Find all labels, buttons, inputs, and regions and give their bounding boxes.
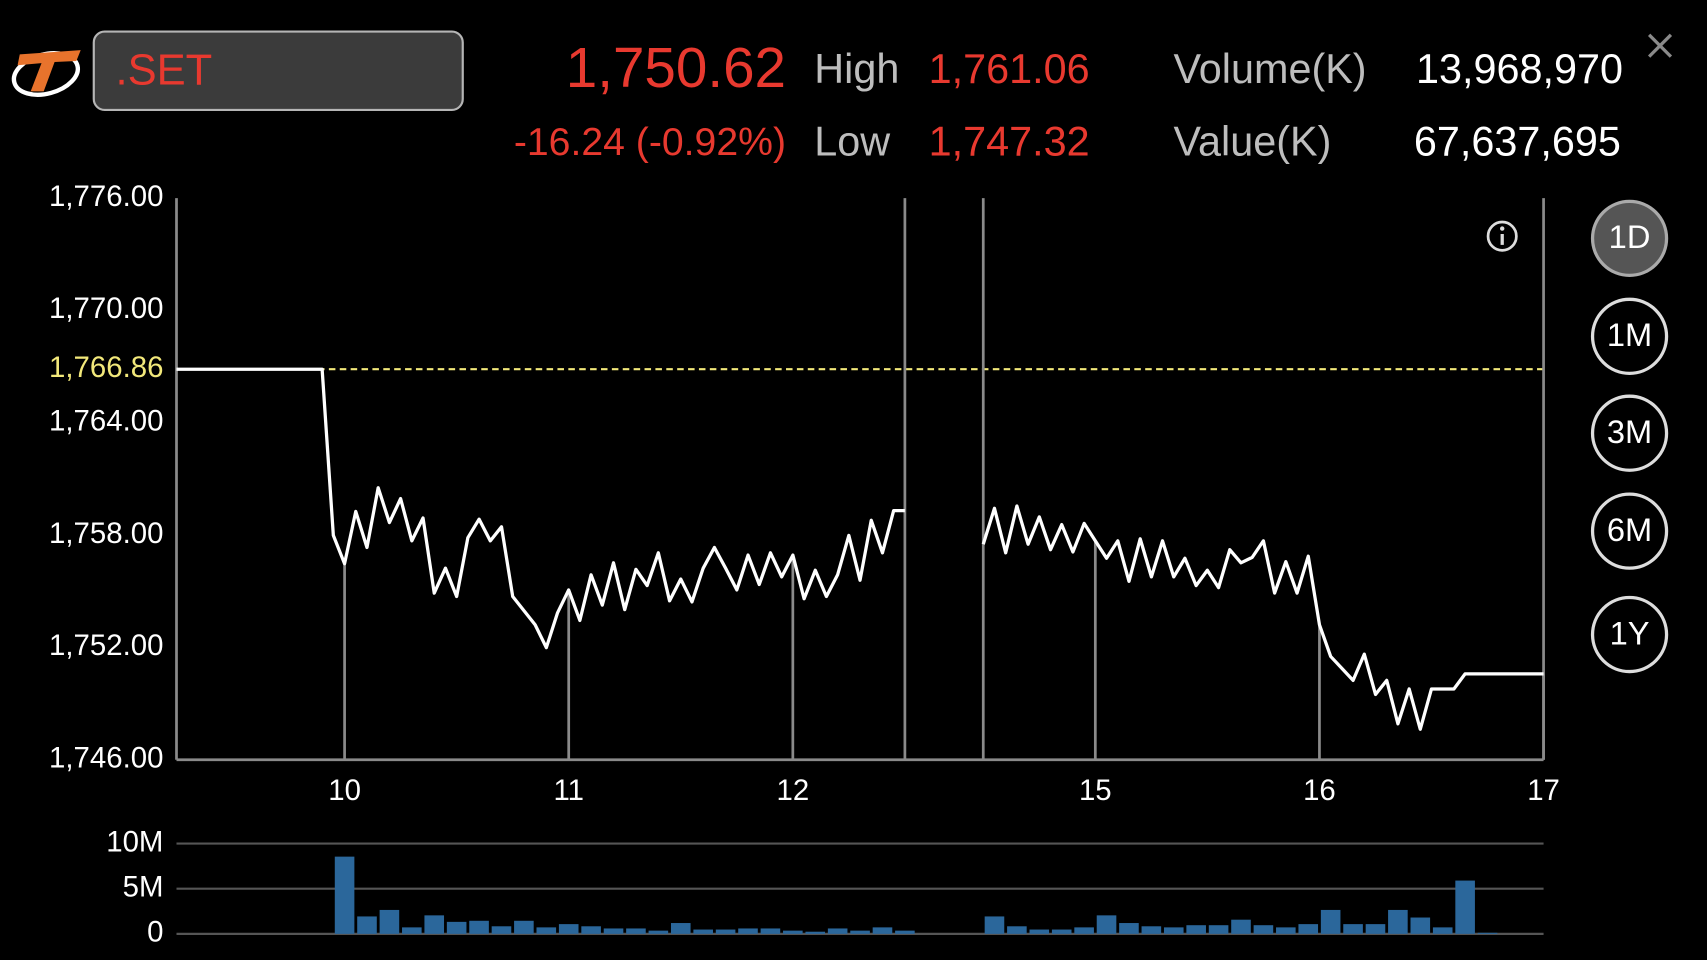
x-tick-label: 11	[553, 774, 583, 807]
volume-bar	[827, 928, 848, 934]
y-tick-label: 10M	[106, 825, 163, 858]
volume-bar	[603, 928, 624, 934]
y-tick-label: 5M	[123, 870, 164, 903]
ticker[interactable]: .SET	[116, 46, 213, 94]
volume-bar	[1276, 927, 1296, 934]
volume-bar	[715, 929, 736, 934]
y-tick-label: 1,770.00	[49, 292, 163, 325]
period-label[interactable]: 1Y	[1610, 614, 1650, 651]
period-button[interactable]	[1590, 199, 1669, 278]
volume-bar	[491, 926, 512, 934]
volume-bar	[1141, 926, 1162, 934]
volume-bar	[581, 926, 601, 934]
volume-bar	[1074, 927, 1094, 934]
close-button[interactable]	[1647, 33, 1673, 58]
period-button[interactable]	[1590, 492, 1669, 570]
volume-bar	[469, 920, 489, 934]
volume-bar	[805, 931, 826, 934]
volume-bar	[1365, 924, 1386, 934]
volume-bar	[1455, 880, 1475, 934]
period-label[interactable]: 3M	[1607, 413, 1652, 450]
logo	[11, 50, 81, 97]
volume-bar	[1163, 927, 1184, 934]
period-label[interactable]: 1D	[1609, 218, 1651, 255]
volume-bar	[1186, 925, 1206, 934]
period-selector: 1D 1M 3M 6M 1Y	[1590, 199, 1669, 674]
volume-bar	[1231, 919, 1251, 934]
period-button[interactable]	[1590, 297, 1669, 375]
last-price: 1,750.62	[566, 36, 786, 99]
info-icon[interactable]	[1486, 220, 1518, 252]
volume-bar	[536, 927, 557, 934]
volume-bar	[558, 924, 579, 934]
high-value: 1,761.06	[929, 46, 1090, 92]
volume-bar	[984, 916, 1005, 934]
volume-bar	[1253, 925, 1274, 934]
x-tick-label: 15	[1079, 774, 1112, 807]
volume-bar	[334, 856, 355, 934]
volume-bar	[670, 923, 691, 934]
volume-bar	[1477, 932, 1498, 934]
volume-bar	[1208, 925, 1229, 934]
period-button[interactable]	[1590, 595, 1669, 674]
plot: 1,746.00 1,752.00 1,758.00 1,764.00 1,770.00…	[49, 180, 1560, 949]
ticker-box[interactable]	[92, 30, 464, 112]
volume-bar	[626, 928, 646, 934]
volume-bar	[783, 930, 803, 934]
volume-value: 13,968,970	[1416, 46, 1623, 92]
volume-bar	[514, 920, 534, 934]
volume-bar	[1388, 909, 1408, 934]
price-line	[176, 367, 1544, 731]
period-label[interactable]: 1M	[1607, 316, 1652, 353]
y-tick-label: 0	[147, 916, 163, 949]
value-value: 67,637,695	[1414, 119, 1621, 165]
volume-bar	[357, 916, 377, 934]
period-button[interactable]	[1590, 394, 1669, 472]
period-label[interactable]: 6M	[1607, 511, 1652, 548]
volume-bar	[1029, 929, 1050, 934]
y-tick-label: 1,752.00	[49, 629, 163, 662]
volume-bar	[648, 930, 669, 934]
volume-bar	[1343, 924, 1363, 934]
volume-bar	[895, 930, 915, 934]
y-tick-label: 1,764.00	[49, 405, 163, 438]
x-tick-label: 16	[1303, 774, 1336, 807]
low-value: 1,747.32	[929, 119, 1090, 165]
volume-bar	[1051, 929, 1072, 934]
volume-bar	[1096, 915, 1117, 934]
volume-bar	[693, 929, 713, 934]
volume-bar	[1432, 927, 1453, 934]
volume-bar	[850, 930, 870, 934]
x-tick-label: 10	[328, 774, 361, 807]
volume-bar	[1320, 909, 1341, 934]
volume-bar	[1007, 926, 1027, 934]
reference-label: 1,766.86	[49, 351, 163, 384]
y-tick-label: 1,758.00	[49, 517, 163, 550]
volume-bar	[872, 927, 893, 934]
value-label: Value(K)	[1174, 119, 1332, 165]
volume-bar	[1410, 917, 1431, 934]
low-label: Low	[814, 119, 890, 165]
volume-bar	[738, 928, 758, 934]
volume-label: Volume(K)	[1174, 46, 1367, 92]
volume-bar	[1298, 924, 1319, 934]
volume-bar	[446, 921, 467, 934]
volume-bar	[1119, 923, 1139, 934]
volume-bar	[760, 928, 781, 934]
volume-bar	[424, 915, 445, 934]
volume-bar	[402, 927, 422, 934]
x-tick-label: 17	[1527, 774, 1560, 807]
high-label: High	[814, 46, 899, 92]
x-tick-label: 12	[776, 774, 809, 807]
y-tick-label: 1,776.00	[49, 180, 163, 213]
volume-bar	[379, 909, 400, 934]
price-change: -16.24 (-0.92%)	[514, 121, 786, 164]
y-tick-label: 1,746.00	[49, 741, 163, 774]
